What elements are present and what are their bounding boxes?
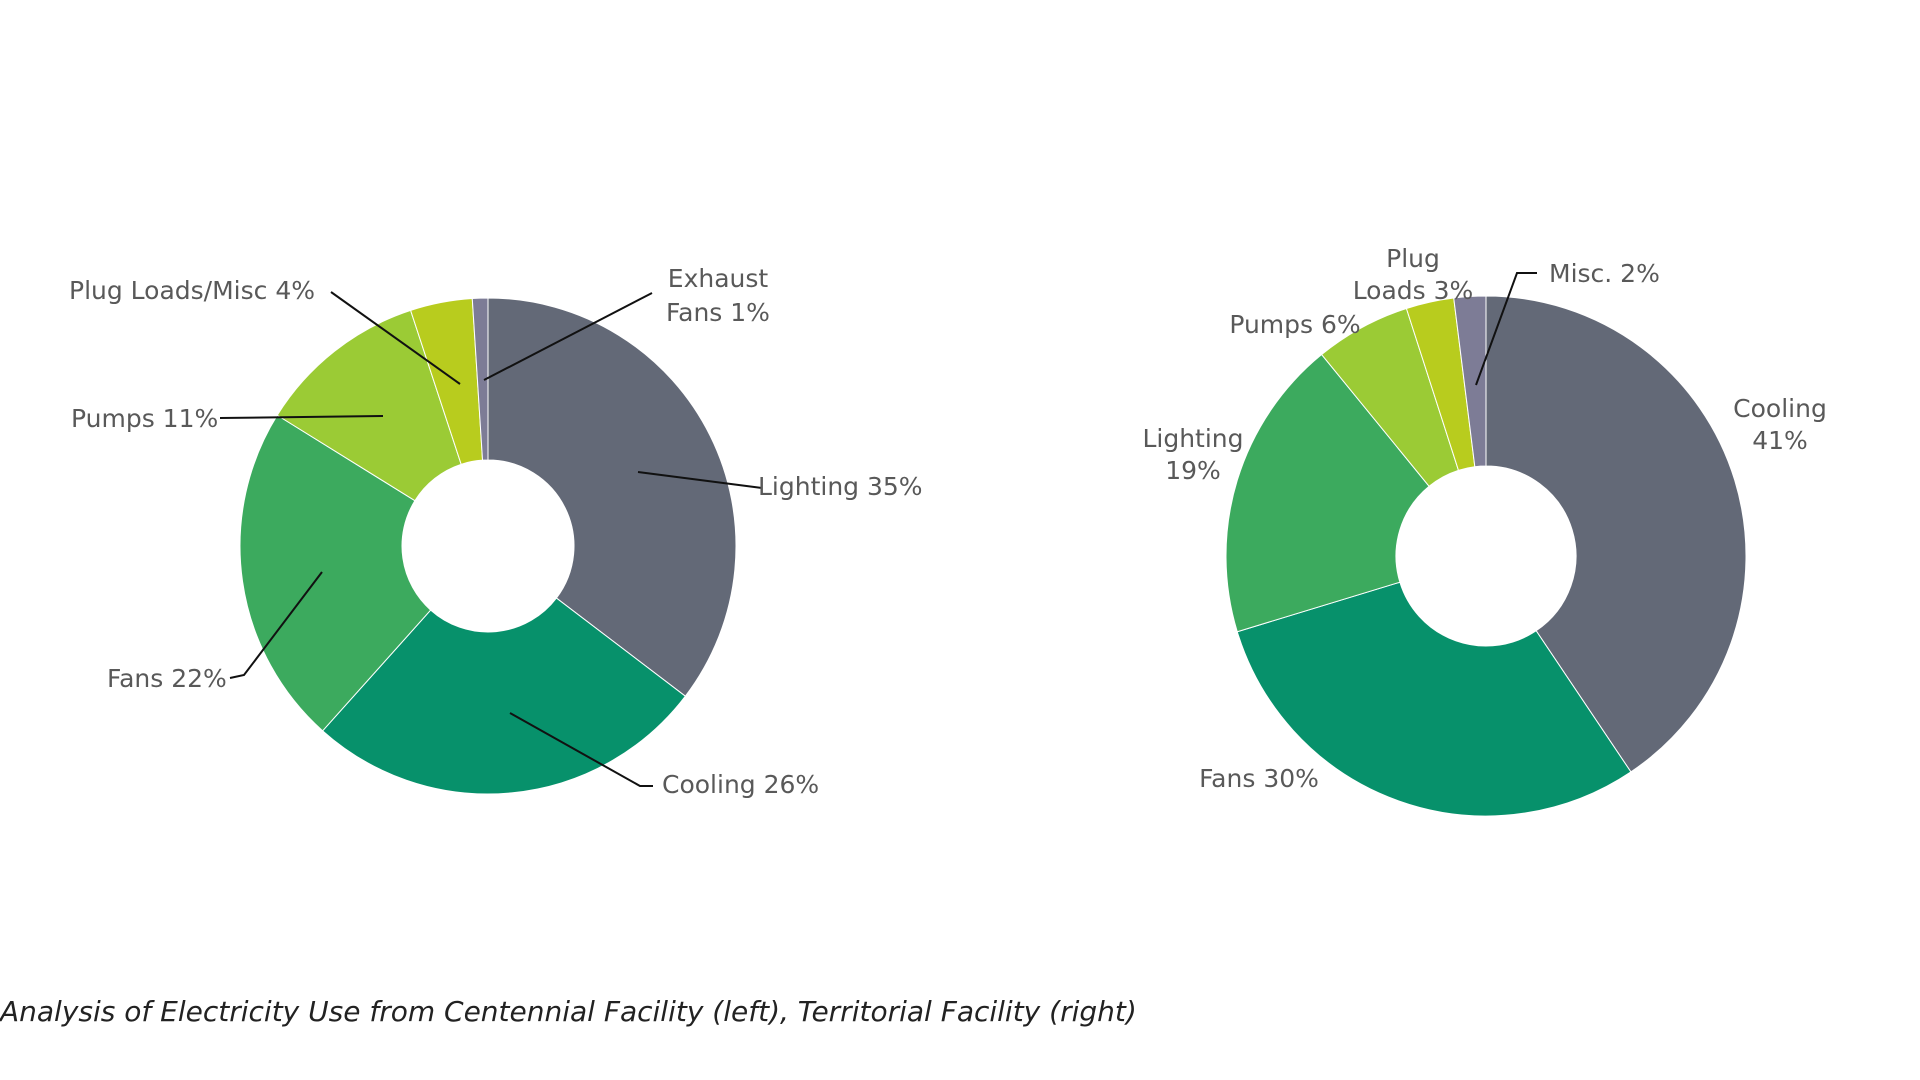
slice-label-plug-loads-line-1: Plug — [1386, 244, 1440, 273]
slice-label-fans: Fans 30% — [1199, 764, 1319, 793]
slice-exhaust-fans — [471, 297, 489, 461]
slice-lighting — [487, 297, 737, 697]
slice-label-lighting-line-2: 19% — [1165, 456, 1221, 485]
leader-line-pumps — [219, 415, 384, 419]
leader-line-cooling — [509, 712, 653, 787]
slice-label-pumps: Pumps 6% — [1229, 310, 1360, 339]
slice-label-exhaust-fans-line-2: Fans 1% — [666, 298, 770, 327]
slice-cooling — [1485, 295, 1747, 773]
slice-label-cooling-line-2: 41% — [1752, 426, 1808, 455]
slice-fans — [1236, 581, 1632, 817]
leader-line-exhaust-fans — [483, 292, 653, 381]
slice-label-misc: Misc. 2% — [1549, 259, 1660, 288]
slice-pumps — [276, 309, 462, 502]
slice-label-exhaust-fans-line-1: Exhaust — [668, 264, 769, 293]
slice-fans — [239, 414, 432, 732]
leader-line-lighting — [637, 471, 763, 489]
centennial-donut-chart: Lighting 35% Cooling 26% Fans 22% Pumps 11%… — [69, 264, 923, 799]
slice-misc — [1453, 295, 1487, 468]
slice-label-fans: Fans 22% — [107, 664, 227, 693]
leader-line-fans — [229, 571, 323, 679]
slice-label-lighting: Lighting 35% — [758, 472, 923, 501]
slice-label-cooling: Cooling 26% — [662, 770, 819, 799]
slice-lighting — [1225, 353, 1430, 633]
slice-label-pumps: Pumps 11% — [71, 404, 218, 433]
slice-label-plug-loads-line-2: Loads 3% — [1353, 276, 1474, 305]
slice-label-cooling-line-1: Cooling — [1733, 394, 1827, 423]
territorial-donut-chart: Cooling 41% Fans 30% Lighting 19% Pumps 6% Plu… — [1142, 244, 1827, 817]
leader-line-plug-loads-misc — [330, 291, 461, 385]
slice-label-lighting-line-1: Lighting — [1142, 424, 1243, 453]
leader-line-misc — [1475, 272, 1537, 386]
figure-caption: Analysis of Electricity Use from Centenn… — [0, 995, 1137, 1028]
slice-label-plug-loads-misc: Plug Loads/Misc 4% — [69, 276, 315, 305]
